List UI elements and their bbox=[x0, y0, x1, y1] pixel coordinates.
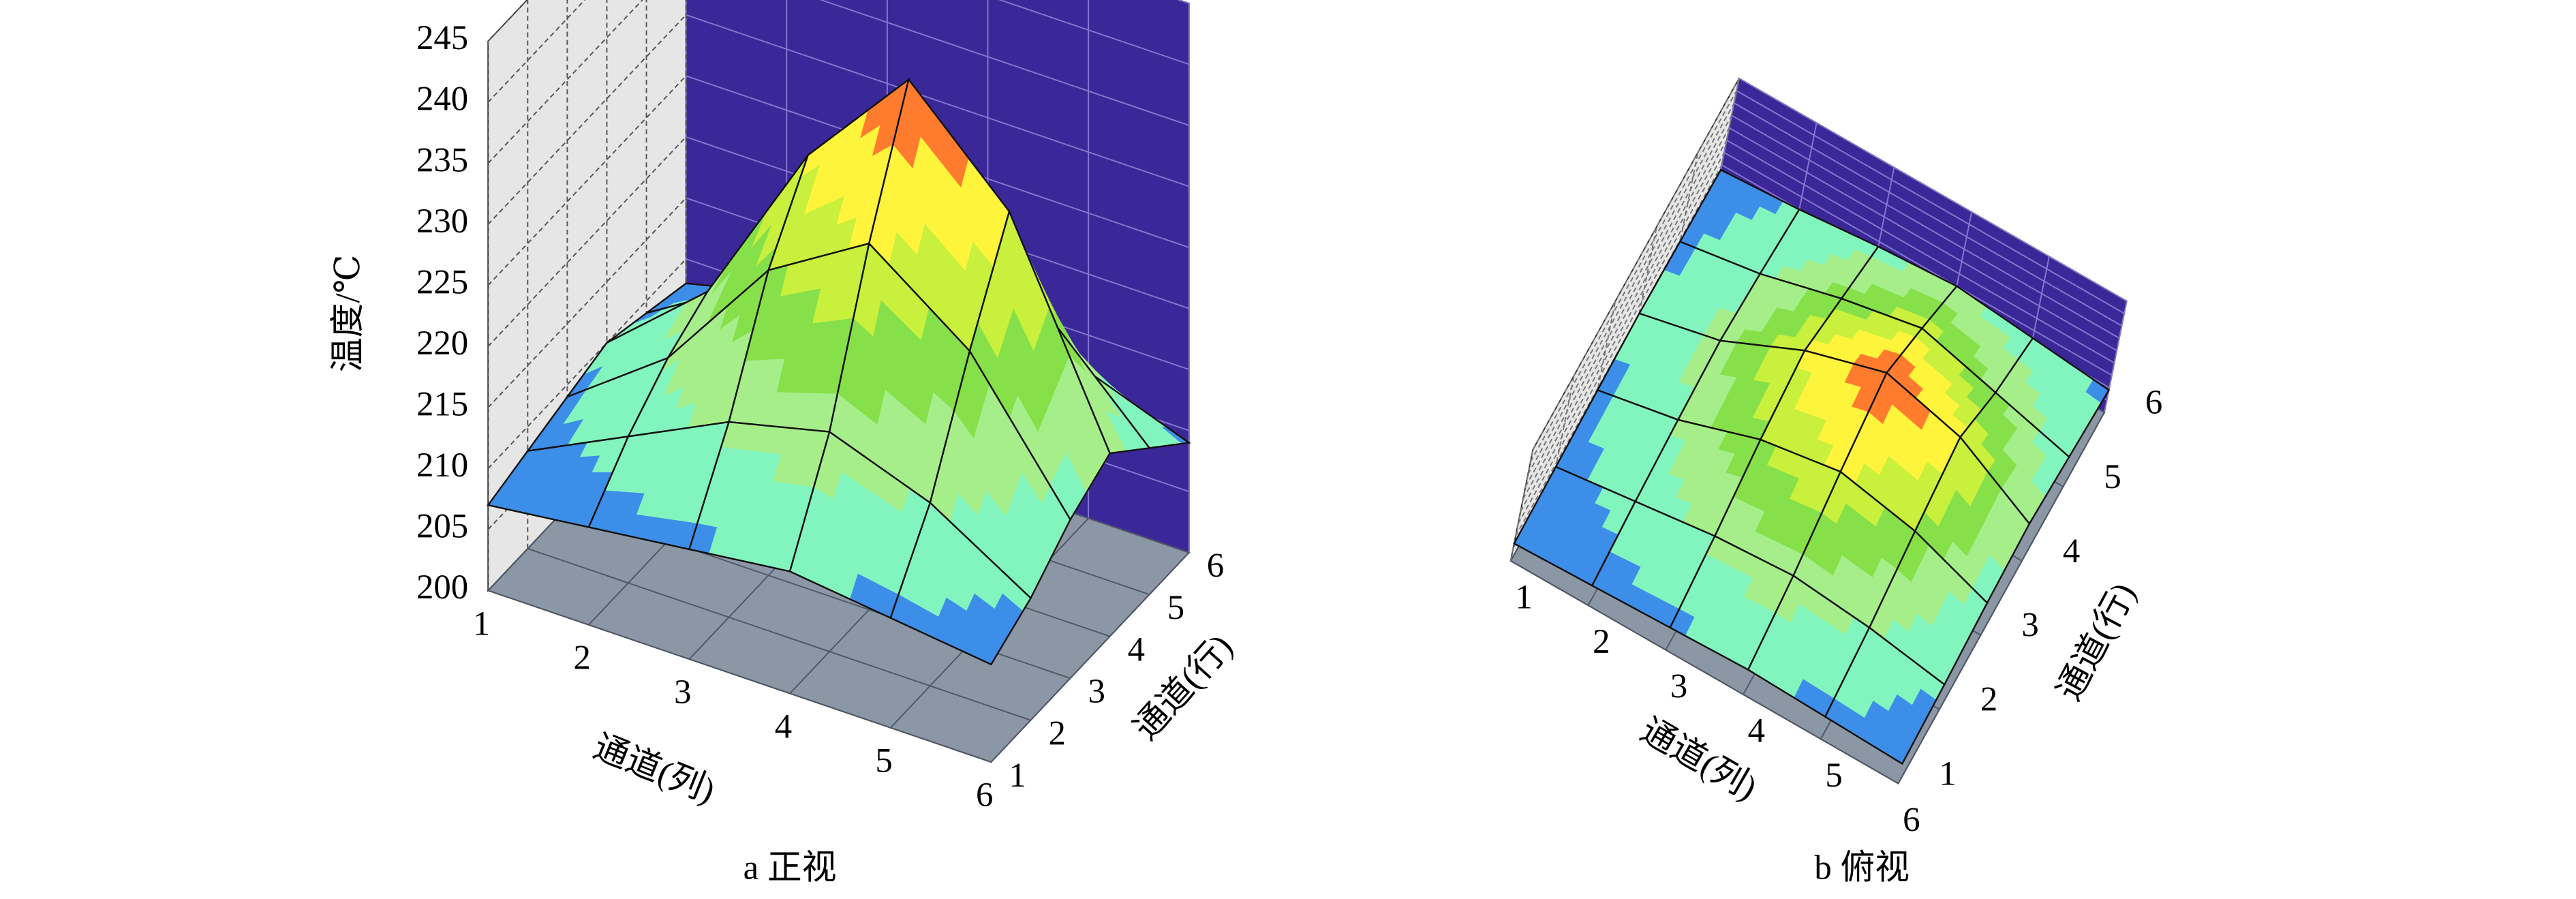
caption: a 正视 bbox=[743, 849, 837, 887]
grid-line bbox=[1515, 164, 1723, 537]
x-tick-label: 3 bbox=[674, 673, 691, 711]
grid-line bbox=[1527, 102, 1735, 475]
grid-line bbox=[527, 548, 1031, 721]
grid-line bbox=[487, 75, 687, 286]
z-tick-label: 230 bbox=[416, 202, 468, 240]
y-tick-label: 4 bbox=[2063, 532, 2080, 570]
grid-line bbox=[487, 136, 687, 347]
grid-line bbox=[2104, 301, 2128, 413]
z-tick-label: 200 bbox=[416, 568, 468, 606]
grid-line bbox=[1723, 152, 2113, 376]
y-tick-label: 3 bbox=[2021, 606, 2038, 644]
caption: b 俯视 bbox=[1814, 849, 1910, 887]
grid-line bbox=[487, 14, 687, 225]
y-tick-label: 1 bbox=[1939, 755, 1956, 793]
grid-line bbox=[1738, 78, 2128, 302]
grid-line bbox=[1736, 90, 2125, 314]
grid-line bbox=[1520, 140, 1728, 512]
x-tick-label: 2 bbox=[1593, 622, 1610, 660]
y-tick-label: 2 bbox=[1048, 714, 1065, 752]
y-tick-label: 3 bbox=[1088, 672, 1105, 710]
grid-line bbox=[1532, 78, 1740, 450]
x-tick-label: 6 bbox=[1903, 800, 1920, 838]
y-tick-label: 2 bbox=[1980, 680, 1997, 718]
z-tick-label: 245 bbox=[416, 18, 468, 57]
y-tick-label: 5 bbox=[1167, 588, 1184, 626]
grid-line bbox=[487, 0, 643, 164]
x-axis-label: 通道(列) bbox=[1634, 711, 1763, 808]
grid-line bbox=[998, 0, 1190, 65]
y-tick-label: 6 bbox=[1207, 547, 1224, 585]
z-tick-label: 205 bbox=[416, 507, 468, 545]
grid-line bbox=[1517, 152, 1725, 524]
x-tick-label: 5 bbox=[875, 742, 892, 780]
surface-cell bbox=[889, 501, 1032, 666]
z-tick-label: 225 bbox=[416, 262, 468, 301]
z-axis-label: 温度/℃ bbox=[328, 255, 367, 373]
z-tick-label: 215 bbox=[416, 384, 468, 423]
z-tick-label: 240 bbox=[416, 80, 468, 118]
grid-line bbox=[990, 552, 1190, 763]
grid-line bbox=[819, 0, 1190, 126]
z-tick-label: 220 bbox=[416, 324, 468, 362]
x-tick-label: 1 bbox=[473, 604, 490, 642]
x-axis-label: 通道(列) bbox=[588, 727, 720, 810]
grid-line bbox=[1734, 102, 2122, 326]
y-tick-label: 5 bbox=[2104, 457, 2121, 496]
grid-line bbox=[1726, 139, 2115, 364]
x-tick-label: 5 bbox=[1825, 756, 1842, 794]
grid-line bbox=[487, 258, 687, 469]
y-tick-label: 6 bbox=[2145, 383, 2162, 421]
x-tick-label: 3 bbox=[1670, 667, 1687, 705]
x-tick-label: 4 bbox=[1748, 712, 1765, 750]
x-tick-label: 6 bbox=[976, 776, 993, 814]
grid-line bbox=[1897, 412, 2105, 784]
grid-line bbox=[487, 590, 992, 763]
z-tick-label: 235 bbox=[416, 140, 468, 179]
z-tick-label: 210 bbox=[416, 446, 468, 484]
grid-line bbox=[1522, 127, 1730, 500]
grid-line bbox=[686, 14, 1190, 187]
x-tick-label: 1 bbox=[1515, 578, 1532, 616]
grid-line bbox=[1529, 90, 1738, 463]
y-axis-label: 通道(行) bbox=[2050, 577, 2143, 707]
grid-line bbox=[1728, 127, 2117, 352]
grid-line bbox=[487, 197, 687, 408]
grid-line bbox=[1510, 560, 1899, 784]
y-tick-label: 1 bbox=[1009, 756, 1026, 794]
surface-cell bbox=[1824, 626, 1946, 765]
y-tick-label: 4 bbox=[1128, 630, 1145, 669]
grid-line bbox=[1731, 115, 2120, 339]
x-tick-label: 2 bbox=[573, 639, 590, 677]
x-tick-label: 4 bbox=[775, 707, 792, 745]
grid-line bbox=[1524, 115, 1732, 487]
